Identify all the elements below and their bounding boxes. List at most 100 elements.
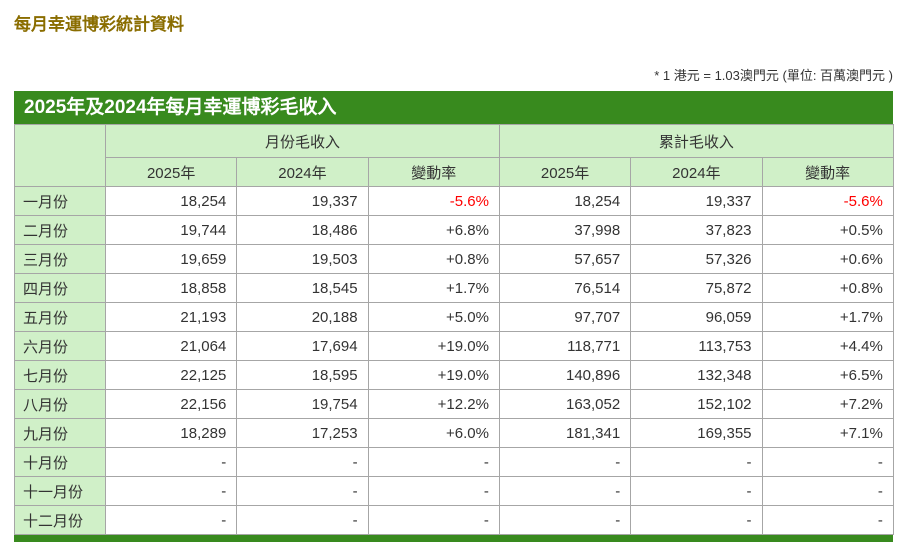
value-cell: 20,188 bbox=[236, 302, 369, 332]
value-cell: - bbox=[498, 447, 632, 477]
change-cell: +1.7% bbox=[761, 302, 894, 332]
month-column-header bbox=[14, 124, 106, 187]
change-cell: - bbox=[761, 476, 894, 506]
table-row: 十二月份 - - - - - - bbox=[14, 505, 894, 535]
col-header-monthly-2025: 2025年 bbox=[104, 157, 238, 187]
month-cell: 四月份 bbox=[14, 273, 106, 303]
table-row: 九月份 18,289 17,253 +6.0% 181,341 169,355 +7.1% bbox=[14, 418, 894, 448]
change-cell: - bbox=[367, 447, 500, 477]
value-cell: 96,059 bbox=[630, 302, 763, 332]
exchange-rate-note: * 1 港元 = 1.03澳門元 (單位: 百萬澳門元 ) bbox=[654, 68, 893, 83]
change-cell: -5.6% bbox=[367, 186, 500, 216]
change-cell: - bbox=[761, 505, 894, 535]
value-cell: 18,545 bbox=[236, 273, 369, 303]
value-cell: 140,896 bbox=[498, 360, 632, 390]
month-cell: 六月份 bbox=[14, 331, 106, 361]
change-cell: +6.5% bbox=[761, 360, 894, 390]
table-row: 二月份 19,744 18,486 +6.8% 37,998 37,823 +0.5% bbox=[14, 215, 894, 245]
value-cell: 18,858 bbox=[104, 273, 238, 303]
table-caption: 2025年及2024年每月幸運博彩毛收入 bbox=[14, 91, 893, 124]
value-cell: - bbox=[236, 476, 369, 506]
value-cell: 22,125 bbox=[104, 360, 238, 390]
value-cell: 169,355 bbox=[630, 418, 763, 448]
change-cell: +0.8% bbox=[367, 244, 500, 274]
change-cell: +0.6% bbox=[761, 244, 894, 274]
value-cell: 21,064 bbox=[104, 331, 238, 361]
change-cell: +6.8% bbox=[367, 215, 500, 245]
value-cell: 18,254 bbox=[104, 186, 238, 216]
group-header-monthly: 月份毛收入 bbox=[105, 124, 500, 158]
month-cell: 七月份 bbox=[14, 360, 106, 390]
table-row: 一月份 18,254 19,337 -5.6% 18,254 19,337 -5.6% bbox=[14, 186, 894, 216]
month-cell: 十月份 bbox=[14, 447, 106, 477]
month-cell: 二月份 bbox=[14, 215, 106, 245]
change-cell: -5.6% bbox=[761, 186, 894, 216]
value-cell: - bbox=[104, 476, 238, 506]
month-cell: 五月份 bbox=[14, 302, 106, 332]
value-cell: 22,156 bbox=[104, 389, 238, 419]
change-cell: +4.4% bbox=[761, 331, 894, 361]
table-row: 六月份 21,064 17,694 +19.0% 118,771 113,753 +4.4% bbox=[14, 331, 894, 361]
value-cell: 57,326 bbox=[630, 244, 763, 274]
value-cell: 18,595 bbox=[236, 360, 369, 390]
value-cell: 181,341 bbox=[498, 418, 632, 448]
value-cell: - bbox=[104, 447, 238, 477]
value-cell: 75,872 bbox=[630, 273, 763, 303]
value-cell: 19,754 bbox=[236, 389, 369, 419]
value-cell: 17,694 bbox=[236, 331, 369, 361]
month-cell: 十一月份 bbox=[14, 476, 106, 506]
table-row: 五月份 21,193 20,188 +5.0% 97,707 96,059 +1.7% bbox=[14, 302, 894, 332]
change-cell: +7.2% bbox=[761, 389, 894, 419]
table-row: 十月份 - - - - - - bbox=[14, 447, 894, 477]
value-cell: 118,771 bbox=[498, 331, 632, 361]
value-cell: - bbox=[236, 505, 369, 535]
stats-table-container: 2025年及2024年每月幸運博彩毛收入 月份毛收入 累計毛收入 2025年 2… bbox=[14, 91, 894, 542]
table-row: 十一月份 - - - - - - bbox=[14, 476, 894, 506]
change-cell: - bbox=[761, 447, 894, 477]
column-header-row: 2025年 2024年 變動率 2025年 2024年 變動率 bbox=[15, 157, 894, 187]
col-header-monthly-2024: 2024年 bbox=[236, 157, 369, 187]
value-cell: - bbox=[104, 505, 238, 535]
col-header-cumulative-change: 變動率 bbox=[761, 157, 894, 187]
value-cell: 113,753 bbox=[630, 331, 763, 361]
table-body: 一月份 18,254 19,337 -5.6% 18,254 19,337 -5.6% 二月份… bbox=[14, 186, 894, 535]
page-title: 每月幸運博彩統計資料 bbox=[14, 15, 184, 34]
table-row: 七月份 22,125 18,595 +19.0% 140,896 132,348 +6.5% bbox=[14, 360, 894, 390]
value-cell: 132,348 bbox=[630, 360, 763, 390]
value-cell: 163,052 bbox=[498, 389, 632, 419]
value-cell: - bbox=[498, 505, 632, 535]
value-cell: - bbox=[630, 447, 763, 477]
value-cell: 19,337 bbox=[630, 186, 763, 216]
month-cell: 十二月份 bbox=[14, 505, 106, 535]
gaming-revenue-table: 月份毛收入 累計毛收入 2025年 2024年 變動率 2025年 2024年 … bbox=[14, 124, 894, 535]
value-cell: 17,253 bbox=[236, 418, 369, 448]
change-cell: +5.0% bbox=[367, 302, 500, 332]
value-cell: 19,503 bbox=[236, 244, 369, 274]
change-cell: - bbox=[367, 476, 500, 506]
value-cell: - bbox=[498, 476, 632, 506]
value-cell: 97,707 bbox=[498, 302, 632, 332]
group-header-cumulative: 累計毛收入 bbox=[498, 124, 894, 158]
change-cell: - bbox=[367, 505, 500, 535]
change-cell: +19.0% bbox=[367, 331, 500, 361]
table-row: 八月份 22,156 19,754 +12.2% 163,052 152,102 +7.2% bbox=[14, 389, 894, 419]
col-header-monthly-change: 變動率 bbox=[367, 157, 500, 187]
value-cell: 18,254 bbox=[498, 186, 632, 216]
change-cell: +12.2% bbox=[367, 389, 500, 419]
value-cell: 37,823 bbox=[630, 215, 763, 245]
table-row: 三月份 19,659 19,503 +0.8% 57,657 57,326 +0.6% bbox=[14, 244, 894, 274]
value-cell: 76,514 bbox=[498, 273, 632, 303]
value-cell: 37,998 bbox=[498, 215, 632, 245]
col-header-cumulative-2024: 2024年 bbox=[630, 157, 763, 187]
change-cell: +0.8% bbox=[761, 273, 894, 303]
value-cell: 57,657 bbox=[498, 244, 632, 274]
value-cell: - bbox=[630, 476, 763, 506]
group-header-row: 月份毛收入 累計毛收入 bbox=[14, 124, 894, 187]
change-cell: +19.0% bbox=[367, 360, 500, 390]
change-cell: +1.7% bbox=[367, 273, 500, 303]
value-cell: 18,289 bbox=[104, 418, 238, 448]
month-cell: 一月份 bbox=[14, 186, 106, 216]
value-cell: 19,337 bbox=[236, 186, 369, 216]
value-cell: - bbox=[630, 505, 763, 535]
